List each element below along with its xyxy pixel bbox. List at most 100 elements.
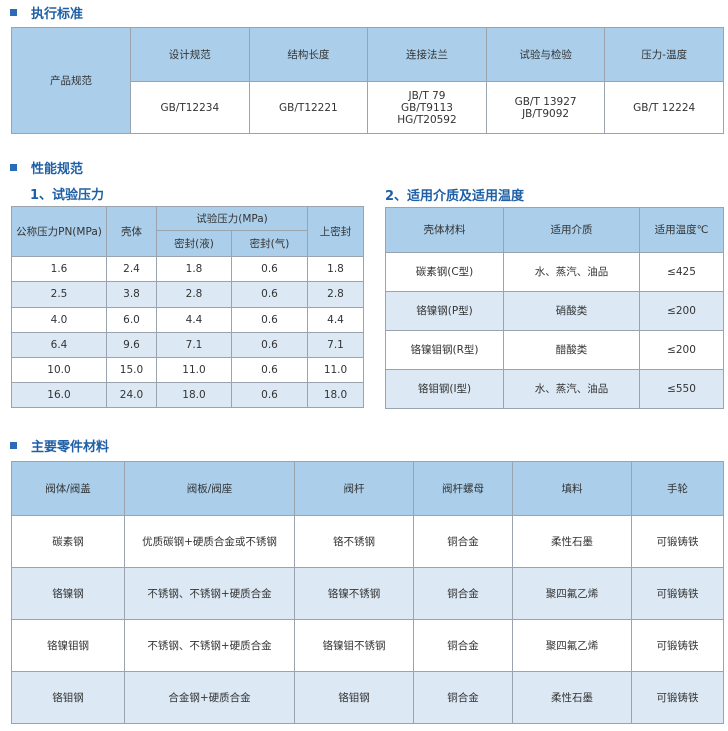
table-cell: 可锻铸铁 bbox=[631, 515, 724, 568]
square-bullet-icon bbox=[10, 164, 17, 171]
table-cell: 6.0 bbox=[106, 306, 157, 333]
header-cell: 壳体材料 bbox=[385, 207, 504, 253]
header-cell: 设计规范 bbox=[130, 27, 250, 82]
standard-code: GB/T 12224 bbox=[633, 101, 696, 114]
table-row: 铬钼钢(I型) 水、蒸汽、油品 ≤550 bbox=[385, 369, 724, 409]
table-cell: 铬镍钼不锈钢 bbox=[294, 619, 414, 672]
table-cell: 4.4 bbox=[156, 306, 232, 333]
table-cell: 铬不锈钢 bbox=[294, 515, 414, 568]
section-heading-performance: 性能规范 bbox=[10, 158, 83, 177]
table-row: 铬镍钢(P型) 硝酸类 ≤200 bbox=[385, 291, 724, 331]
standard-code: GB/T12221 bbox=[279, 101, 338, 114]
header-cell: 手轮 bbox=[631, 461, 724, 516]
table-cell: 0.6 bbox=[230, 331, 309, 358]
table-cell: 铬镍钼钢(R型) bbox=[385, 330, 504, 370]
table-cell: 10.0 bbox=[11, 356, 107, 383]
header-cell: 填料 bbox=[512, 461, 632, 516]
table-cell: 18.0 bbox=[156, 381, 232, 409]
table-row: 铬镍钼钢(R型) 醋酸类 ≤200 bbox=[385, 330, 724, 370]
table-cell: 1.8 bbox=[307, 256, 364, 283]
subtitle-media-temperature: 2、适用介质及适用温度 bbox=[385, 189, 525, 204]
table-cell: 7.1 bbox=[156, 331, 232, 358]
table-cell: 铬镍不锈钢 bbox=[294, 567, 414, 620]
table-cell: 铬镍钼钢 bbox=[11, 619, 125, 672]
table-cell: 4.4 bbox=[307, 306, 364, 333]
table-cell: 不锈钢、不锈钢+硬质合金 bbox=[124, 567, 295, 620]
table-row: 16.0 24.0 18.0 0.6 18.0 bbox=[11, 381, 364, 409]
test-pressure-table: 公称压力PN(MPa) 壳体 试验压力(MPa) 上密封 密封(液) 密封(气) 1.6… bbox=[11, 205, 364, 409]
table-cell: 水、蒸汽、油品 bbox=[503, 252, 640, 292]
table-cell: 碳素钢 bbox=[11, 515, 125, 568]
table-cell: 铬钼钢(I型) bbox=[385, 369, 504, 409]
table-cell: 铬镍钢 bbox=[11, 567, 125, 620]
standard-code: GB/T9113 bbox=[400, 101, 453, 114]
standard-cell: GB/T12234 bbox=[130, 81, 250, 134]
table-cell: 铬镍钢(P型) bbox=[385, 291, 504, 331]
header-cell: 阀杆螺母 bbox=[413, 461, 513, 516]
table-cell: 0.6 bbox=[230, 381, 309, 409]
table-cell: 碳素钢(C型) bbox=[385, 252, 504, 292]
table-cell: 铬钼钢 bbox=[11, 671, 125, 724]
table-cell: 柔性石墨 bbox=[512, 671, 632, 724]
section-heading-standards: 执行标准 bbox=[10, 3, 83, 22]
table-row: 铬镍钢 不锈钢、不锈钢+硬质合金 铬镍不锈钢 铜合金 聚四氟乙烯 可锻铸铁 bbox=[11, 567, 724, 620]
header-cell: 试验与检验 bbox=[485, 27, 606, 82]
table-row: 2.5 3.8 2.8 0.6 2.8 bbox=[11, 281, 364, 308]
standard-cell: GB/T12221 bbox=[248, 81, 369, 134]
header-cell: 阀体/阀盖 bbox=[11, 461, 125, 516]
table-cell: 1.6 bbox=[11, 256, 107, 283]
standard-code: JB/T 79 bbox=[408, 89, 446, 102]
header-cell: 公称压力PN(MPa) bbox=[11, 205, 107, 258]
header-cell: 上密封 bbox=[307, 205, 364, 258]
table-cell: 2.8 bbox=[307, 281, 364, 308]
subtitle-test-pressure: 1、试验压力 bbox=[30, 188, 105, 203]
header-cell: 壳体 bbox=[106, 205, 157, 258]
header-cell: 密封(液) bbox=[156, 230, 232, 258]
table-row: 6.4 9.6 7.1 0.6 7.1 bbox=[11, 331, 364, 358]
table-cell: 2.5 bbox=[11, 281, 107, 308]
standard-cell: JB/T 79 GB/T9113 HG/T20592 bbox=[367, 81, 487, 134]
table-cell: ≤425 bbox=[639, 252, 724, 292]
table-row: 10.0 15.0 11.0 0.6 11.0 bbox=[11, 356, 364, 383]
table-cell: ≤550 bbox=[639, 369, 724, 409]
table-cell: 硝酸类 bbox=[503, 291, 640, 331]
table-cell: 3.8 bbox=[106, 281, 157, 308]
table-cell: 铜合金 bbox=[413, 619, 513, 672]
table-cell: 4.0 bbox=[11, 306, 107, 333]
header-cell: 阀板/阀座 bbox=[124, 461, 295, 516]
header-cell: 适用介质 bbox=[503, 207, 640, 253]
standard-cell: GB/T 13927 JB/T9092 bbox=[485, 81, 606, 134]
table-cell: 15.0 bbox=[106, 356, 157, 383]
table-cell: 7.1 bbox=[307, 331, 364, 358]
table-cell: 醋酸类 bbox=[503, 330, 640, 370]
standard-code: JB/T9092 bbox=[522, 107, 570, 120]
square-bullet-icon bbox=[10, 442, 17, 449]
header-cell: 压力-温度 bbox=[604, 27, 724, 82]
standard-cell: GB/T 12224 bbox=[604, 81, 724, 134]
square-bullet-icon bbox=[10, 9, 17, 16]
table-cell: 2.8 bbox=[156, 281, 232, 308]
table-cell: ≤200 bbox=[639, 330, 724, 370]
header-cell: 适用温度℃ bbox=[639, 207, 724, 253]
table-row: 1.6 2.4 1.8 0.6 1.8 bbox=[11, 256, 364, 283]
table-cell: 不锈钢、不锈钢+硬质合金 bbox=[124, 619, 295, 672]
table-cell: 铜合金 bbox=[413, 515, 513, 568]
table-cell: 可锻铸铁 bbox=[631, 671, 724, 724]
table-row: 铬镍钼钢 不锈钢、不锈钢+硬质合金 铬镍钼不锈钢 铜合金 聚四氟乙烯 可锻铸铁 bbox=[11, 619, 724, 672]
table-cell: 9.6 bbox=[106, 331, 157, 358]
header-cell: 密封(气) bbox=[230, 230, 309, 258]
table-row: 碳素钢 优质碳钢+硬质合金或不锈钢 铬不锈钢 铜合金 柔性石墨 可锻铸铁 bbox=[11, 515, 724, 568]
table-row: 铬钼钢 合金钢+硬质合金 铬钼钢 铜合金 柔性石墨 可锻铸铁 bbox=[11, 671, 724, 724]
standard-code: HG/T20592 bbox=[397, 113, 457, 126]
header-cell: 连接法兰 bbox=[367, 27, 487, 82]
materials-table: 阀体/阀盖 阀板/阀座 阀杆 阀杆螺母 填料 手轮 碳素钢 优质碳钢+硬质合金或不锈钢 铬不锈… bbox=[11, 461, 724, 724]
header-cell: 试验压力(MPa) bbox=[155, 205, 309, 232]
header-cell: 结构长度 bbox=[248, 27, 369, 82]
table-cell: 11.0 bbox=[156, 356, 232, 383]
table-cell: 可锻铸铁 bbox=[631, 619, 724, 672]
table-cell: 0.6 bbox=[230, 256, 309, 283]
standard-code: GB/T 13927 bbox=[514, 95, 577, 108]
table-cell: 1.8 bbox=[156, 256, 232, 283]
table-cell: 铜合金 bbox=[413, 567, 513, 620]
table-row: 碳素钢(C型) 水、蒸汽、油品 ≤425 bbox=[385, 252, 724, 292]
